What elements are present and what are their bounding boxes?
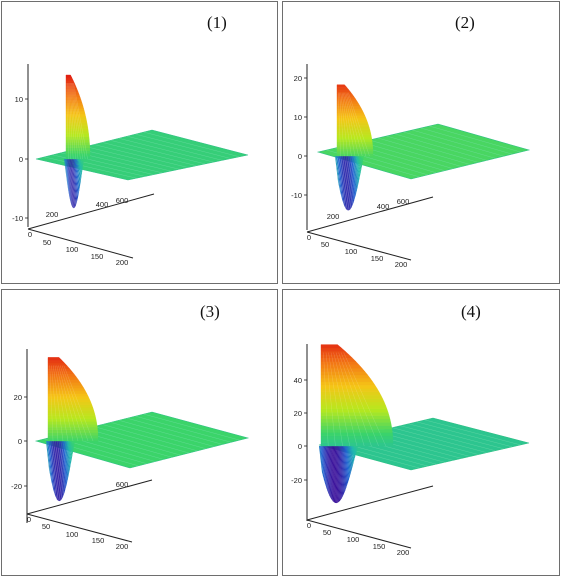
z-tick-label: 10 (294, 113, 302, 122)
z-tick-label: -10 (12, 214, 23, 223)
z-tick-label: 0 (19, 155, 23, 164)
zero-plane (316, 123, 531, 180)
x-axis (306, 519, 412, 549)
x-tick-label: 200 (397, 548, 410, 557)
y-tick-label: 400 (96, 200, 109, 209)
x-tick-label: 0 (307, 521, 311, 530)
surface-panel-1: 10 0 -10 200 400 600 0 50 100 150 200 (1) (1, 1, 278, 284)
y-tick-label: 200 (46, 210, 59, 219)
x-tick-label: 100 (66, 245, 79, 254)
x-tick-label: 150 (371, 254, 384, 263)
x-tick-label: 150 (92, 536, 105, 545)
z-tick-label: -20 (291, 476, 302, 485)
z-tick-label: 10 (15, 95, 23, 104)
positive-peak (47, 357, 99, 442)
negative-lobe (335, 156, 364, 211)
surface-mesh (323, 352, 386, 447)
positive-peak (65, 74, 91, 160)
panel-label: (3) (200, 302, 220, 321)
positive-peak (336, 84, 374, 157)
zero-plane (318, 417, 530, 471)
z-tick-label: -20 (11, 482, 22, 491)
z-tick-label: 20 (14, 393, 22, 402)
x-tick-label: 150 (91, 252, 104, 261)
z-tick-label: 20 (294, 409, 302, 418)
x-tick-label: 0 (28, 230, 32, 239)
x-axis (26, 513, 133, 543)
y-tick-label: 600 (116, 480, 129, 489)
x-tick-label: 50 (321, 240, 329, 249)
x-tick-label: 200 (116, 258, 129, 267)
x-axis (306, 231, 412, 261)
x-tick-label: 200 (116, 542, 129, 551)
z-tick-label: 0 (298, 152, 302, 161)
x-tick-label: 0 (307, 233, 311, 242)
y-axis (26, 479, 153, 515)
z-tick-label: 40 (294, 376, 302, 385)
x-tick-label: 50 (323, 528, 331, 537)
x-axis (27, 228, 134, 259)
z-tick-label: 0 (18, 437, 22, 446)
panel-label: (2) (455, 13, 475, 32)
x-tick-label: 100 (66, 530, 79, 539)
y-tick-label: 200 (327, 212, 340, 221)
x-tick-label: 150 (373, 542, 386, 551)
surface-panel-4: 40 20 0 -20 0 50 100 150 200 (4) (282, 289, 560, 576)
x-tick-label: 100 (345, 247, 358, 256)
surface-mesh (49, 365, 94, 442)
x-tick-label: 200 (395, 260, 408, 269)
y-tick-label: 400 (377, 202, 390, 211)
y-axis (306, 485, 434, 521)
x-tick-label: 50 (42, 522, 50, 531)
y-tick-label: 600 (397, 197, 410, 206)
negative-lobe (46, 441, 75, 502)
zero-plane (35, 129, 249, 181)
y-tick-label: 600 (116, 196, 129, 205)
panel-label: (4) (461, 302, 481, 321)
surface-panel-2: 20 10 0 -10 200 400 600 0 50 100 150 200 (2) (282, 1, 560, 284)
x-tick-label: 100 (347, 535, 360, 544)
y-axis (306, 196, 434, 233)
x-tick-label: 0 (27, 515, 31, 524)
negative-lobe (64, 159, 84, 209)
x-tick-label: 50 (43, 238, 51, 247)
z-tick-label: 20 (294, 74, 302, 83)
panel-label: (1) (207, 13, 227, 32)
negative-lobe (319, 446, 358, 504)
surface-mesh (338, 92, 370, 157)
surface-mesh (66, 82, 88, 160)
y-axis (27, 193, 155, 230)
z-tick-label: 0 (298, 442, 302, 451)
positive-peak (320, 344, 394, 447)
z-tick-label: -10 (291, 191, 302, 200)
surface-panel-3: 20 0 -20 600 0 50 100 150 200 (3) (1, 289, 278, 576)
